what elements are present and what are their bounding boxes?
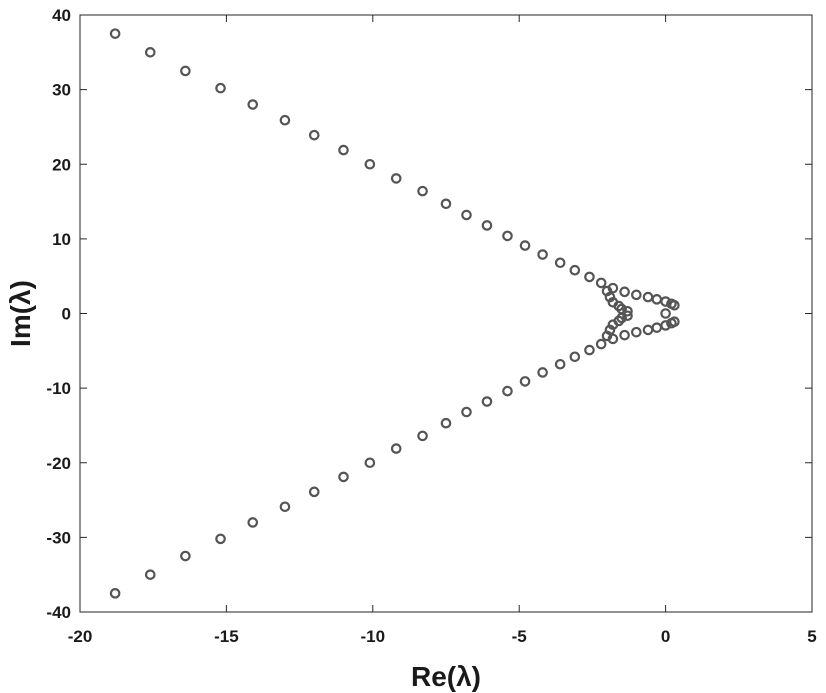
data-point [144,569,156,580]
data-point [180,65,191,77]
data-point [247,517,259,528]
data-point [481,220,493,231]
data-point [440,198,452,210]
data-point [651,322,663,333]
data-point [461,406,472,418]
data-point [519,376,531,387]
data-point [642,291,654,303]
data-point [619,329,630,341]
data-points [109,28,680,599]
data-point [622,305,633,317]
y-tick-label: -40 [46,603,71,622]
data-point [569,264,581,276]
data-point [537,367,548,378]
data-point [180,550,191,562]
data-point [569,351,581,363]
data-point [440,417,452,429]
data-point [417,430,428,442]
data-point [364,457,376,469]
data-point [554,358,566,370]
data-point [279,114,291,126]
data-point [554,257,566,269]
data-point [651,294,663,305]
data-point [338,471,349,483]
data-point [519,240,531,251]
data-point [631,326,642,338]
data-point [308,129,320,141]
x-tick-label: -20 [68,627,93,646]
data-point [642,324,654,336]
y-tick-label: 0 [62,305,71,324]
data-point [144,47,156,58]
data-point [537,249,548,260]
data-point [364,158,376,170]
y-axis-label: Im(λ) [5,280,36,347]
data-point [660,296,671,307]
data-point [604,324,616,336]
axis-ticks [79,14,813,613]
data-point [338,144,349,156]
data-point [461,209,472,221]
y-tick-label: -30 [46,528,71,547]
data-point [481,396,493,407]
y-tick-label: -10 [46,379,71,398]
data-point [669,316,680,328]
data-point [584,344,595,356]
y-tick-label: 20 [52,155,71,174]
data-point [215,82,226,94]
data-point [390,173,402,184]
data-point [584,271,595,283]
data-point [279,501,291,513]
x-tick-label: -10 [361,627,386,646]
data-point [616,312,627,324]
data-point [631,289,642,301]
y-tick-label: 40 [52,6,71,25]
data-point [215,533,226,545]
data-point [595,277,607,289]
data-point [247,99,259,110]
data-point [502,385,513,397]
y-tick-label: 10 [52,230,71,249]
data-point [604,291,616,303]
data-point [109,28,121,39]
data-point [502,230,513,242]
y-tick-label: -20 [46,454,71,473]
tick-labels: -20 -15 -10 -5 0 5 -40 -30 -20 -10 0 10 20 30 40 [46,6,816,646]
data-point [660,320,671,331]
data-point [595,338,607,350]
data-point [622,310,633,322]
x-tick-label: 0 [661,627,670,646]
x-tick-label: -5 [512,627,527,646]
x-tick-label: 5 [807,627,816,646]
plot-area-frame [79,14,813,613]
x-axis-label: Re(λ) [411,661,481,692]
y-tick-label: 30 [52,81,71,100]
data-point [417,185,428,197]
data-point [619,286,630,298]
data-point [308,486,320,498]
data-point [660,308,671,319]
data-point [109,588,121,599]
data-point [669,299,680,311]
data-point [390,443,402,454]
x-tick-label: -15 [214,627,239,646]
